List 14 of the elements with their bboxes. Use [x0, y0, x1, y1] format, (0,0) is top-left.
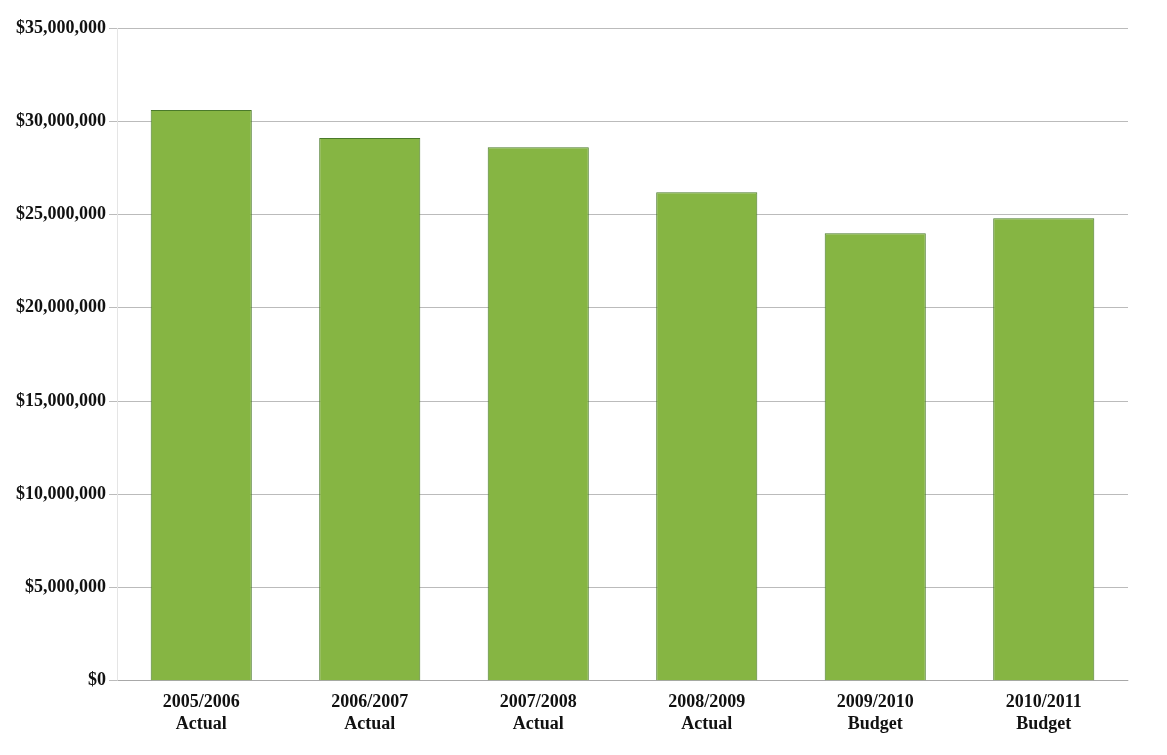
y-tick-label: $0 [88, 669, 106, 690]
x-tick-label: 2009/2010 Budget [836, 691, 914, 733]
y-tick-label: $30,000,000 [16, 109, 106, 130]
x-tick-label: 2007/2008 Actual [499, 691, 577, 733]
y-tick-label: $10,000,000 [16, 482, 106, 503]
x-tick-label: 2010/2011 Budget [1005, 691, 1082, 733]
x-tick-label: 2008/2009 Actual [668, 691, 746, 733]
y-tick-label: $25,000,000 [16, 203, 106, 224]
y-tick-label: $15,000,000 [16, 389, 106, 410]
x-tick-label: 2006/2007 Actual [331, 691, 409, 733]
y-tick-label: $20,000,000 [16, 296, 106, 317]
y-tick-label: $5,000,000 [25, 576, 106, 597]
y-tick-label: $35,000,000 [16, 16, 106, 37]
x-tick-label: 2005/2006 Actual [162, 691, 240, 733]
